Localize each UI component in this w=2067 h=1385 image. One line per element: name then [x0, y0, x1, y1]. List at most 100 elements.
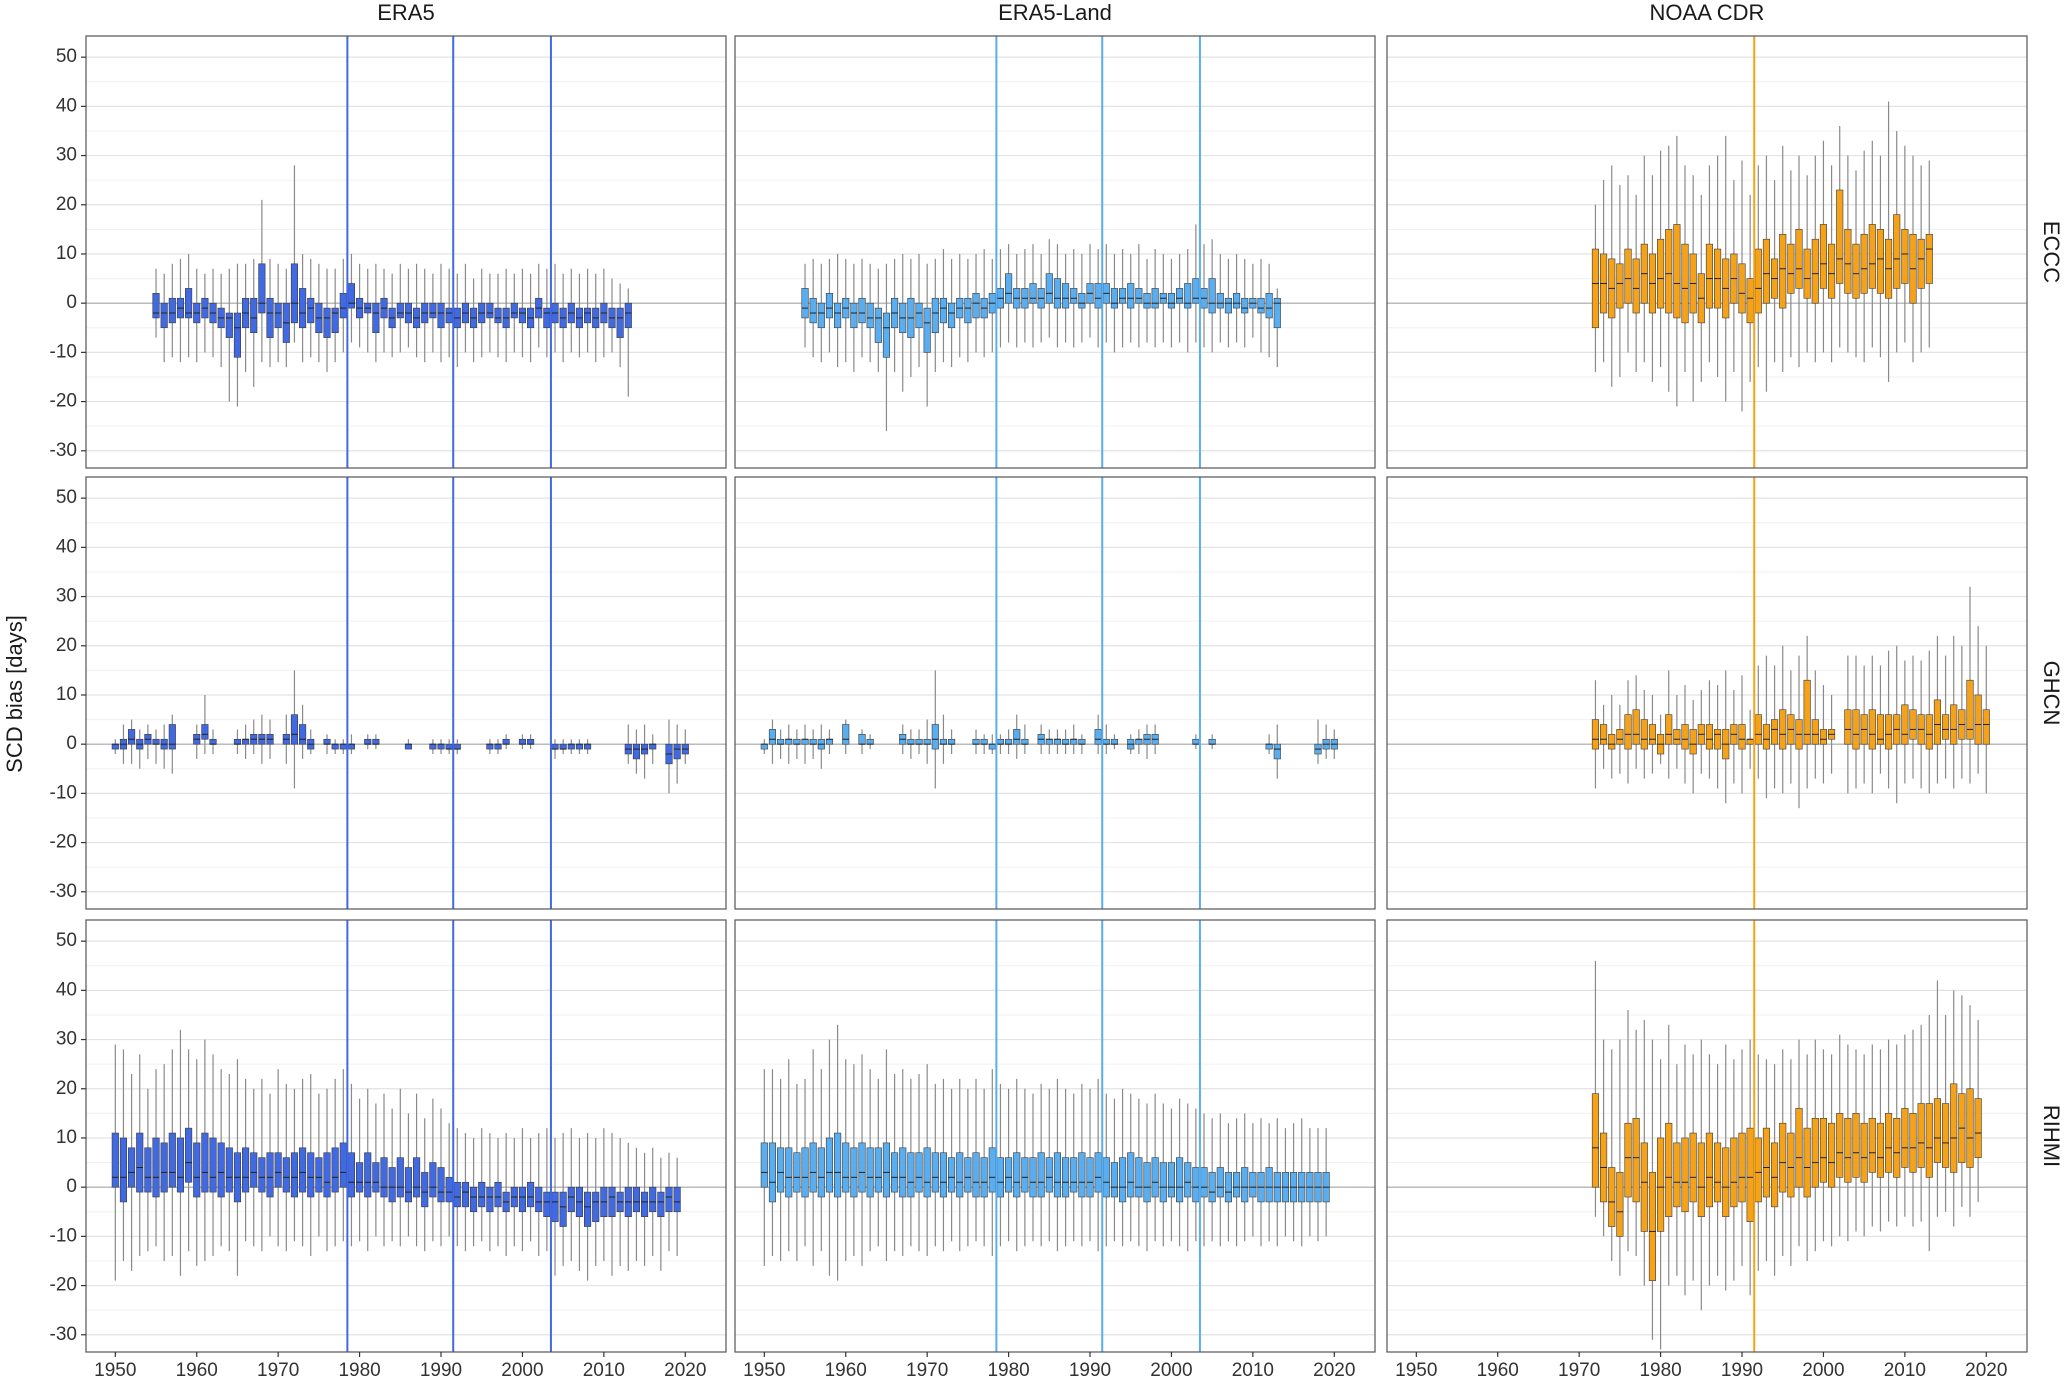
box	[1200, 1167, 1208, 1198]
box	[1127, 1152, 1135, 1198]
x-tick-label: 2000	[1802, 1360, 1844, 1381]
box	[1037, 1152, 1045, 1198]
box	[339, 1142, 347, 1188]
box	[1966, 1088, 1974, 1168]
box	[1754, 248, 1762, 314]
box	[899, 1147, 907, 1198]
box	[1102, 1157, 1110, 1198]
box	[1029, 283, 1037, 304]
panel	[85, 476, 727, 910]
box	[1632, 1117, 1640, 1203]
x-tick-label: 2010	[1232, 1360, 1274, 1381]
box	[996, 1157, 1005, 1198]
box	[584, 743, 592, 750]
box	[1070, 288, 1078, 304]
y-tick-label: 30	[56, 586, 77, 607]
box	[1876, 714, 1884, 745]
box	[1151, 288, 1159, 309]
box	[931, 297, 939, 333]
box	[923, 738, 931, 745]
box	[1754, 714, 1762, 745]
box	[152, 738, 160, 745]
y-tick-label: 0	[66, 1176, 77, 1197]
box	[339, 743, 347, 750]
box	[1974, 694, 1982, 745]
x-tick-label: 1970	[257, 1360, 299, 1381]
box	[907, 738, 915, 745]
box	[274, 1152, 282, 1188]
y-axis-label: SCD bias [days]	[2, 615, 27, 773]
box	[809, 1142, 817, 1193]
box	[347, 1152, 356, 1198]
box	[510, 302, 518, 319]
panel-background	[86, 477, 726, 909]
box	[1216, 1167, 1224, 1198]
box	[461, 1181, 469, 1208]
x-tick-label: 1960	[1477, 1360, 1519, 1381]
box	[1078, 1152, 1086, 1198]
box	[518, 307, 526, 324]
panel-border	[85, 476, 727, 910]
box	[1942, 1103, 1950, 1168]
box	[1876, 1122, 1884, 1178]
box	[119, 1137, 128, 1203]
box	[429, 302, 437, 319]
box	[858, 1142, 866, 1193]
box	[486, 743, 494, 750]
x-tick-label: 1960	[825, 1360, 867, 1381]
box	[923, 1147, 931, 1198]
box	[825, 293, 834, 319]
column-title: ERA5-Land	[998, 0, 1112, 25]
column-title: ERA5	[377, 0, 434, 25]
box	[939, 1152, 948, 1198]
box	[1224, 1172, 1232, 1203]
box	[453, 743, 461, 750]
box	[1828, 1122, 1836, 1188]
box	[1624, 714, 1632, 750]
box	[948, 738, 956, 745]
box	[1624, 1122, 1632, 1198]
box	[364, 738, 372, 745]
box	[201, 724, 209, 740]
panel-background	[735, 920, 1375, 1352]
x-tick-label: 2000	[1150, 1360, 1192, 1381]
box	[1224, 297, 1232, 314]
box	[1632, 258, 1640, 314]
panel	[85, 35, 727, 469]
box	[299, 288, 307, 329]
box	[1933, 699, 1941, 745]
panel	[734, 35, 1376, 469]
box	[1216, 293, 1224, 309]
box	[1167, 293, 1175, 309]
box	[128, 729, 136, 745]
box	[1624, 248, 1632, 304]
box	[1053, 738, 1061, 745]
box	[1860, 233, 1868, 294]
box	[1102, 738, 1110, 745]
box	[768, 1142, 777, 1203]
box	[1885, 1113, 1893, 1173]
box	[972, 1152, 980, 1198]
box	[1665, 229, 1673, 314]
box	[964, 1157, 972, 1193]
box	[1184, 1162, 1192, 1198]
box	[152, 1137, 160, 1198]
panel-background	[86, 36, 726, 468]
box	[1151, 1157, 1159, 1198]
box	[242, 1147, 250, 1193]
x-tick-label: 1950	[1395, 1360, 1437, 1381]
y-tick-label: 10	[56, 1127, 77, 1148]
box	[1045, 273, 1053, 304]
panel-background	[735, 477, 1375, 909]
box	[915, 1152, 923, 1193]
box	[201, 1132, 209, 1193]
box	[842, 724, 850, 745]
box	[1893, 1117, 1901, 1178]
box	[1665, 714, 1673, 745]
box	[972, 738, 980, 745]
y-tick-label: -20	[50, 1275, 77, 1296]
y-tick-label: 50	[56, 930, 77, 951]
box	[1844, 1117, 1852, 1183]
box	[225, 1147, 233, 1193]
box	[980, 738, 988, 745]
